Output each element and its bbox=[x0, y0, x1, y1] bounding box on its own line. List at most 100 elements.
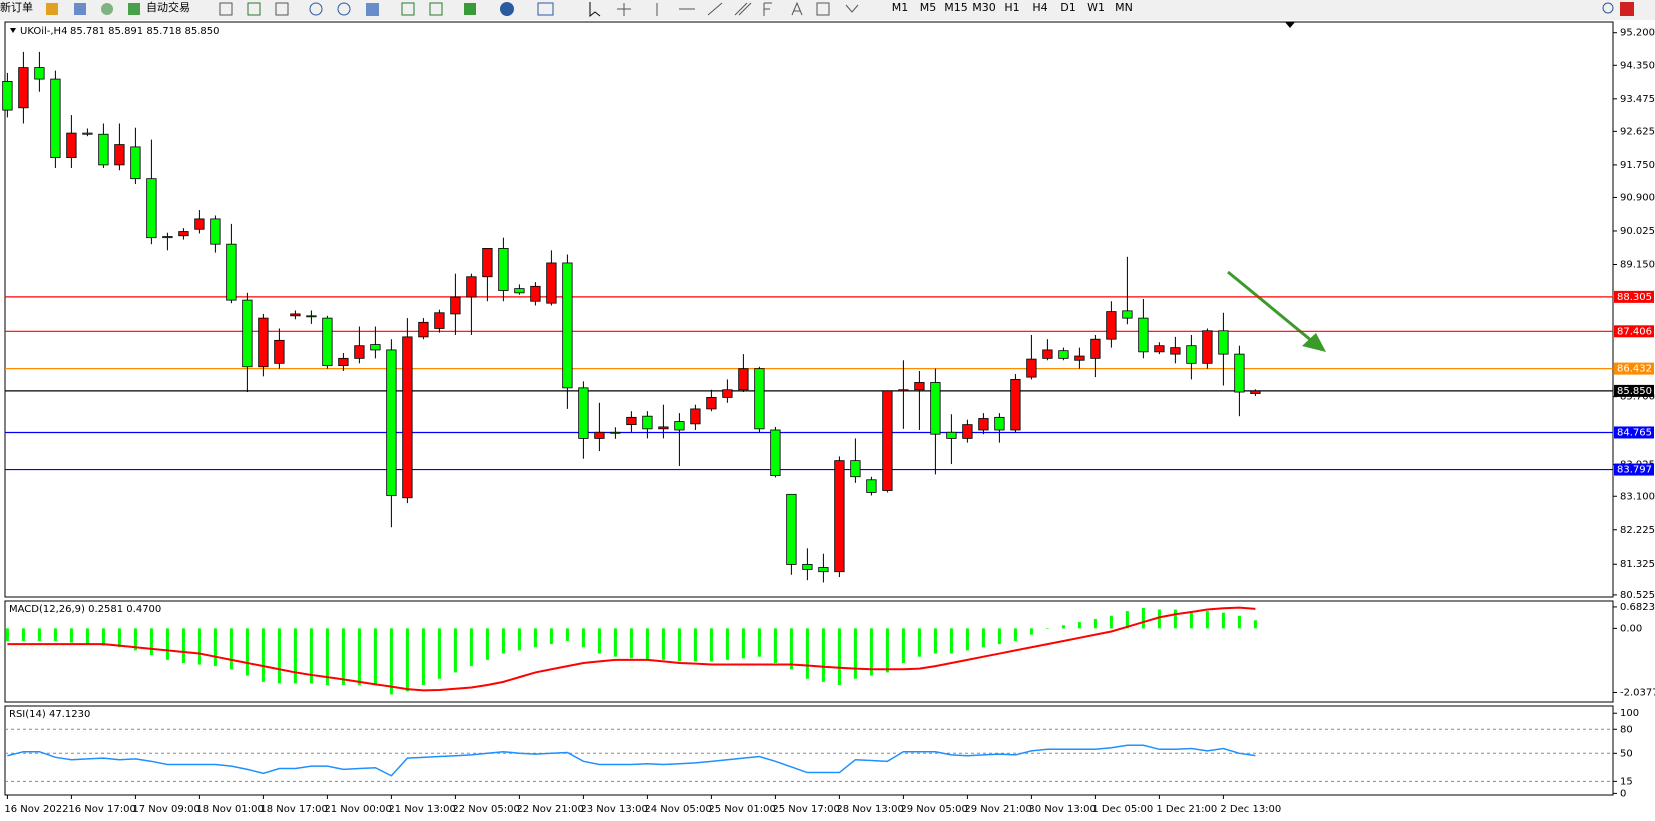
macd-bar bbox=[485, 628, 489, 660]
timeframe-button[interactable]: M30 bbox=[972, 1, 996, 14]
chart-shift-marker[interactable] bbox=[1285, 22, 1295, 28]
candle-body bbox=[1090, 338, 1101, 359]
macd-bar bbox=[965, 628, 969, 651]
macd-bar bbox=[1029, 628, 1033, 635]
macd-bar bbox=[565, 628, 569, 641]
x-tick-label: 18 Nov 17:00 bbox=[260, 804, 327, 815]
candle-body bbox=[1058, 350, 1069, 359]
y-tick-label: 82.225 bbox=[1620, 525, 1655, 536]
timeframe-button[interactable]: M5 bbox=[920, 1, 937, 14]
macd-bar bbox=[725, 628, 729, 660]
candle-body bbox=[562, 262, 573, 389]
auto-trading-button[interactable]: 自动交易 bbox=[146, 0, 190, 14]
macd-bar bbox=[437, 628, 441, 679]
cursor-tool[interactable] bbox=[589, 2, 601, 18]
ohlc-readout: 85.781 85.891 85.718 85.850 bbox=[70, 26, 220, 37]
new-order-button[interactable]: 新订单 bbox=[0, 0, 33, 14]
price-level-tag bbox=[1614, 384, 1654, 397]
macd-bar bbox=[1077, 622, 1081, 629]
macd-bar bbox=[1061, 625, 1065, 629]
macd-bar bbox=[789, 628, 793, 670]
timeframe-button[interactable]: M15 bbox=[944, 1, 968, 14]
macd-bar bbox=[309, 628, 313, 684]
x-tick-label: 24 Nov 05:00 bbox=[644, 804, 711, 815]
timeframe-button[interactable]: MN bbox=[1115, 1, 1133, 14]
macd-bar bbox=[949, 628, 953, 654]
auto-trading-icon[interactable] bbox=[128, 3, 140, 15]
macd-bar bbox=[1157, 609, 1161, 629]
text-tool[interactable] bbox=[791, 1, 803, 16]
symbol-menu[interactable] bbox=[10, 28, 16, 33]
macd-bar bbox=[1221, 612, 1225, 629]
channel-tool[interactable] bbox=[734, 2, 752, 16]
candle-body bbox=[290, 313, 301, 317]
price-level-tag bbox=[1614, 325, 1654, 338]
rsi-label: RSI(14) 47.1230 bbox=[9, 709, 90, 720]
candle-body bbox=[642, 415, 653, 430]
notification-badge[interactable] bbox=[1620, 2, 1634, 16]
candle-body bbox=[306, 315, 317, 318]
macd-bar bbox=[85, 628, 89, 645]
macd-bar bbox=[69, 628, 73, 643]
y-tick-label: 100 bbox=[1620, 708, 1639, 719]
trendline-tool[interactable] bbox=[707, 2, 723, 16]
candle-body bbox=[978, 418, 989, 431]
icon[interactable] bbox=[46, 3, 58, 15]
macd-bar bbox=[277, 628, 281, 684]
macd-bar bbox=[773, 628, 777, 663]
y-tick-label: 50 bbox=[1620, 748, 1633, 759]
candle-body bbox=[722, 389, 733, 398]
candle-body bbox=[482, 247, 493, 278]
icon[interactable] bbox=[401, 2, 415, 16]
timeframe-button[interactable]: H1 bbox=[1004, 1, 1019, 14]
zoom-out[interactable] bbox=[337, 2, 351, 16]
macd-bar bbox=[133, 628, 137, 651]
candle-body bbox=[610, 431, 621, 434]
candle-body bbox=[402, 336, 413, 499]
macd-bar bbox=[1093, 618, 1097, 629]
candle-body bbox=[226, 243, 237, 301]
candle-body bbox=[738, 368, 749, 391]
macd-bar bbox=[373, 628, 377, 686]
macd-bar bbox=[917, 628, 921, 657]
icon[interactable] bbox=[429, 2, 443, 16]
icon[interactable] bbox=[219, 2, 233, 16]
price-level-tag bbox=[1614, 463, 1654, 476]
candle-body bbox=[674, 421, 685, 431]
icon[interactable] bbox=[537, 2, 554, 16]
arrows-tool[interactable] bbox=[845, 4, 859, 13]
search-icon[interactable] bbox=[1602, 2, 1614, 14]
symbol-label: UKOil-,H4 bbox=[20, 26, 67, 37]
timeframe-button[interactable]: D1 bbox=[1060, 1, 1075, 14]
macd-bar bbox=[853, 628, 857, 679]
zoom-in[interactable] bbox=[309, 2, 323, 16]
macd-bar bbox=[805, 628, 809, 679]
timeframe-button[interactable]: H4 bbox=[1032, 1, 1047, 14]
icon[interactable] bbox=[275, 2, 289, 16]
candle-body bbox=[530, 285, 541, 302]
candle-body bbox=[818, 567, 829, 573]
fibo-tool[interactable] bbox=[763, 2, 772, 16]
timeframe-button[interactable]: W1 bbox=[1087, 1, 1105, 14]
icon[interactable] bbox=[464, 3, 476, 15]
x-tick-label: 21 Nov 00:00 bbox=[324, 804, 391, 815]
macd-bar bbox=[21, 628, 25, 641]
candle-body bbox=[882, 390, 893, 491]
label-tool[interactable] bbox=[816, 2, 830, 16]
icon[interactable] bbox=[247, 2, 261, 16]
icon[interactable] bbox=[101, 3, 113, 15]
icon[interactable] bbox=[74, 3, 86, 15]
candle-body bbox=[1170, 347, 1181, 355]
x-tick-label: 17 Nov 09:00 bbox=[132, 804, 199, 815]
icon[interactable] bbox=[366, 3, 379, 16]
crosshair-tool[interactable] bbox=[617, 3, 631, 16]
candle-body bbox=[1042, 349, 1053, 359]
annotation-arrow bbox=[1227, 270, 1319, 348]
x-tick-label: 29 Nov 05:00 bbox=[900, 804, 967, 815]
icon[interactable] bbox=[500, 2, 514, 16]
macd-bar bbox=[197, 628, 201, 665]
timeframe-button[interactable]: M1 bbox=[892, 1, 909, 14]
macd-bar bbox=[357, 628, 361, 686]
candle-body bbox=[242, 299, 253, 368]
